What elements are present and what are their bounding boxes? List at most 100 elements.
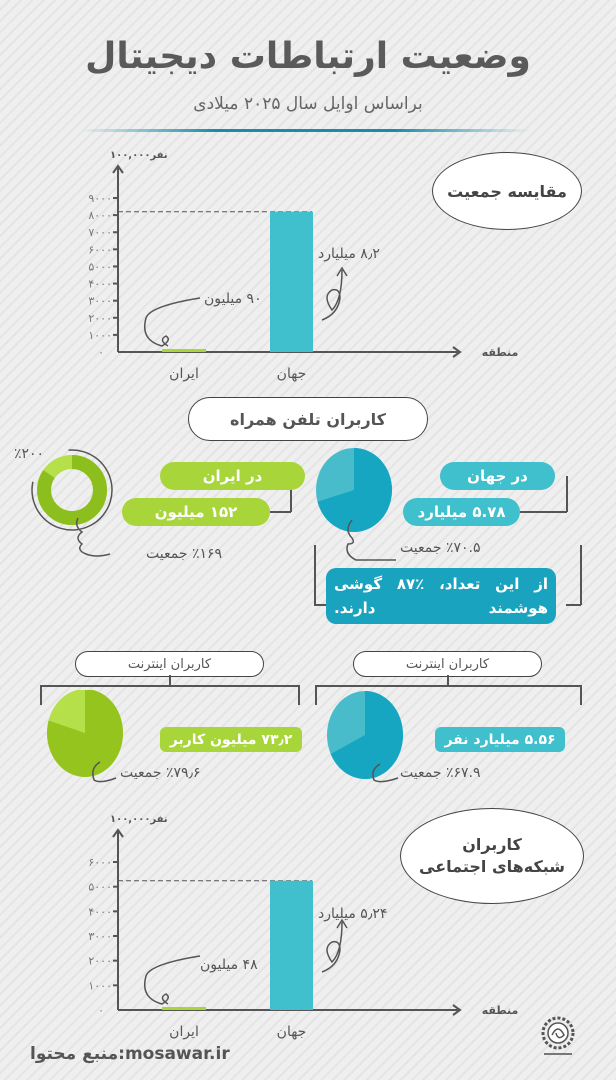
y-tick-label: ۵۰۰۰ — [88, 881, 112, 894]
y-tick-label: ۰ — [98, 346, 104, 359]
y-tick-label: ۱۰۰۰ — [88, 979, 112, 992]
world-mobile-arrow — [346, 519, 396, 561]
y-tick-label: ۵۰۰۰ — [88, 260, 112, 273]
world-social-note: ۵٫۲۴ میلیارد — [318, 906, 388, 922]
y-tick-label: ۳۰۰۰ — [88, 930, 112, 943]
iran-connector-h — [270, 511, 291, 513]
y-tick-label: ۱۰۰۰ — [88, 329, 112, 342]
iran-internet-bracket-stem — [169, 675, 171, 685]
iran-internet-bracket-right — [298, 685, 300, 705]
world-internet-arrow — [372, 763, 399, 783]
y-axis-label: ۱۰۰,۰۰۰نفر — [110, 814, 168, 825]
iran-label-pill: در ایران — [160, 462, 305, 490]
arrow-head — [336, 266, 348, 277]
smartphone-bracket-left — [314, 545, 316, 605]
world-label: در جهان — [467, 467, 528, 485]
smartphone-bracket-right — [580, 545, 582, 605]
x-axis-label: منطقه — [482, 346, 519, 359]
bar-world — [270, 211, 313, 352]
y-tick-label: ۶۰۰۰ — [88, 856, 112, 869]
y-tick-label: ۲۰۰۰ — [88, 312, 112, 325]
x-tick-label: ایران — [169, 1024, 199, 1040]
world-internet-badge: کاربران اینترنت — [353, 651, 542, 677]
social-badge-line2: شبکه‌های اجتماعی — [419, 857, 566, 876]
mosawar-logo — [541, 1016, 575, 1055]
world-label-pill: در جهان — [440, 462, 555, 490]
y-axis-arrow — [112, 828, 124, 838]
iran-mobile-percent: ٪۱۶۹ جمعیت — [146, 546, 223, 562]
world-pointer-arrow — [321, 921, 343, 973]
title-divider — [80, 129, 530, 132]
world-population-note: ۸٫۲ میلیارد — [318, 246, 380, 262]
world-internet-percent: ٪۶۷.۹ جمعیت — [400, 765, 481, 781]
iran-internet-bracket — [40, 685, 299, 687]
iran-internet-badge: کاربران اینترنت — [75, 651, 264, 677]
world-internet-pie — [327, 691, 403, 783]
world-pointer-arrow — [321, 269, 343, 321]
world-mobile-pie — [316, 448, 396, 561]
iran-internet-badge-text: کاربران اینترنت — [127, 656, 212, 672]
iran-ring-max-text: ٪۲۰۰ — [14, 446, 45, 462]
x-axis-arrow — [452, 346, 462, 358]
iran-mobile-value: ۱۵۲ میلیون — [154, 503, 238, 521]
bar-iran — [162, 1007, 206, 1010]
y-tick-label: ۸۰۰۰ — [88, 209, 112, 222]
smartphone-note-box: از این تعداد، ٪۸۷ گوشی هوشمند دارند. — [326, 568, 556, 624]
world-internet-badge-text: کاربران اینترنت — [405, 656, 490, 672]
y-tick-label: ۹۰۰۰ — [88, 192, 112, 205]
x-axis-label: منطقه — [482, 1004, 519, 1017]
iran-mobile-value-pill: ۱۵۲ میلیون — [122, 498, 270, 526]
world-internet-bracket-right — [580, 685, 582, 705]
x-axis-arrow — [452, 1004, 462, 1016]
x-tick-label: جهان — [277, 366, 307, 382]
smartphone-bracket-right-h — [566, 604, 581, 606]
iran-mobile-donut — [31, 449, 113, 557]
iran-internet-percent: ٪۷۹٫۶ جمعیت — [120, 765, 201, 781]
iran-internet-value: ۷۳٫۲ میلیون کاربر — [169, 731, 293, 748]
world-connector-h — [520, 511, 567, 513]
y-tick-label: ۲۰۰۰ — [88, 955, 112, 968]
source-credit: mosawar.ir:منبع محتوا — [30, 1044, 230, 1064]
y-axis-label: ۱۰۰,۰۰۰نفر — [110, 150, 168, 161]
y-tick-label: ۴۰۰۰ — [88, 278, 112, 291]
mobile-users-badge-text: کاربران تلفن همراه — [230, 409, 386, 429]
iran-population-note: ۹۰ میلیون — [204, 291, 262, 307]
iran-pointer-arrow — [144, 297, 201, 347]
population-badge-text: مقایسه جمعیت — [447, 181, 567, 201]
world-connector — [566, 476, 568, 512]
smartphone-bracket-left-h — [314, 604, 328, 606]
iran-internet-bracket-left — [40, 685, 42, 705]
y-axis-arrow — [112, 164, 124, 174]
world-internet-slice — [330, 691, 403, 779]
iran-internet-arrow — [92, 761, 117, 783]
donut-pointer-arrow — [75, 517, 111, 557]
donut-value — [37, 455, 107, 525]
world-mobile-percent: ٪۷۰.۵ جمعیت — [400, 540, 481, 556]
page-title: وضعیت ارتباطات دیجیتال — [85, 36, 531, 77]
arrow-head — [336, 918, 348, 929]
world-internet-bracket — [315, 685, 581, 687]
iran-connector — [290, 490, 292, 512]
x-tick-label: جهان — [277, 1024, 307, 1040]
world-internet-value-pill: ۵.۵۶ میلیارد نفر — [435, 727, 565, 752]
social-bar-chart: ۱۰۰,۰۰۰نفر منطقه ۰ ۱۰۰۰ ۲۰۰۰ ۳۰۰۰ ۴۰۰۰ ۵۰۰۰ ۶۰۰۰… — [88, 814, 519, 1040]
world-mobile-value: ۵.۷۸ میلیارد — [417, 503, 506, 521]
x-tick-label: ایران — [169, 366, 199, 382]
mobile-users-badge: کاربران تلفن همراه — [188, 397, 428, 441]
iran-social-note: ۴۸ میلیون — [200, 957, 258, 973]
world-internet-bracket-stem — [447, 675, 449, 685]
iran-internet-pie — [47, 690, 123, 783]
world-mobile-value-pill: ۵.۷۸ میلیارد — [403, 498, 520, 526]
world-internet-value: ۵.۵۶ میلیارد نفر — [444, 731, 556, 748]
donut-outer-arrow — [31, 449, 113, 531]
page-subtitle: براساس اوایل سال ۲۰۲۵ میلادی — [193, 94, 423, 114]
social-badge: کاربران شبکه‌های اجتماعی — [400, 808, 584, 904]
world-internet-bracket-left — [315, 685, 317, 705]
iran-internet-slice — [47, 690, 123, 777]
bar-iran — [162, 349, 206, 352]
world-mobile-slice — [317, 448, 392, 532]
iran-label: در ایران — [202, 467, 263, 485]
y-tick-label: ۰ — [98, 1004, 104, 1017]
y-tick-label: ۴۰۰۰ — [88, 905, 112, 918]
population-badge: مقایسه جمعیت — [432, 152, 582, 230]
